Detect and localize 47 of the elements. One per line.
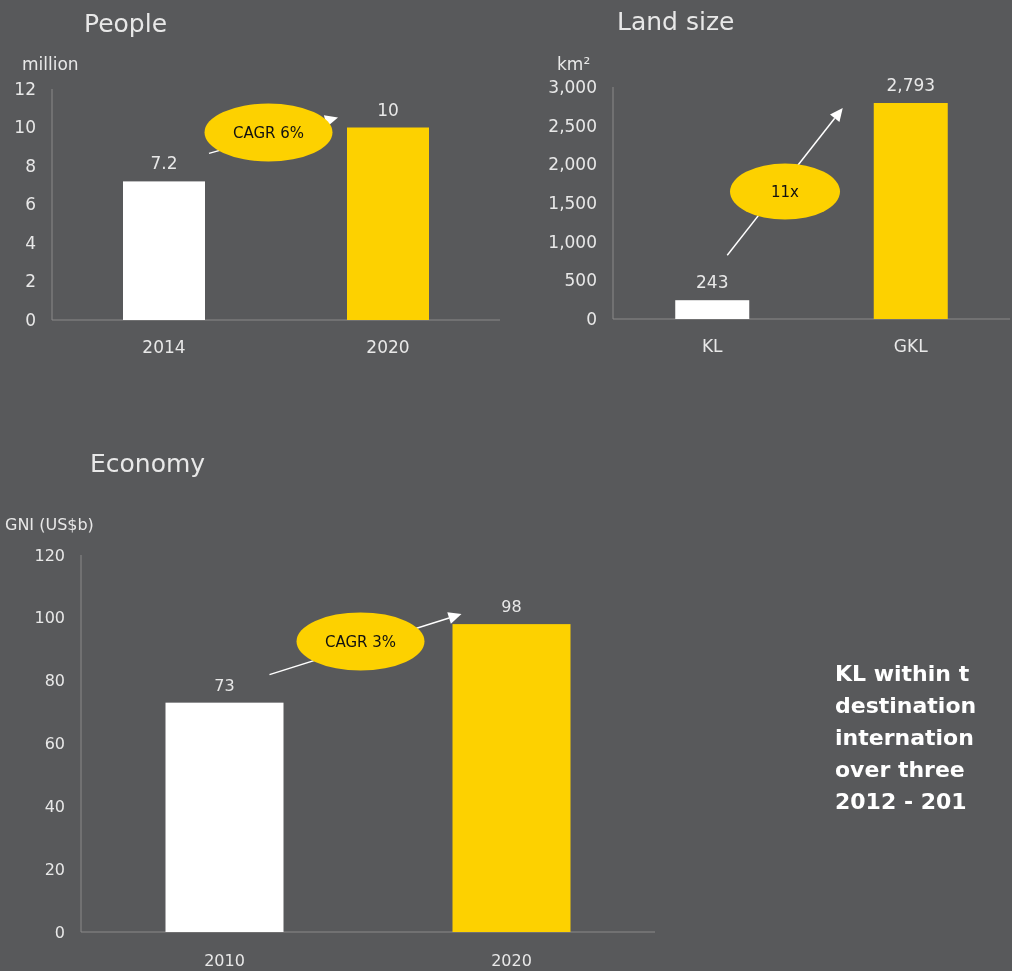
y-tick-label: 2 — [25, 271, 36, 292]
y-axis-title: million — [22, 54, 79, 74]
annotation: CAGR 3% — [324, 632, 397, 651]
text: over three — [835, 757, 965, 782]
y-tick-label: 500 — [564, 270, 597, 291]
x-tick-label: 2020 — [491, 951, 532, 970]
data-label: 73 — [214, 675, 235, 695]
chart-title: People — [84, 9, 168, 38]
data-label: 2,793 — [886, 75, 936, 96]
text: destination — [835, 693, 977, 718]
data-label: 243 — [696, 272, 729, 293]
y-tick-label: 4 — [25, 232, 36, 253]
text: 2012 - 201 — [835, 789, 967, 814]
x-tick-label: GKL — [893, 336, 929, 356]
y-axis-title: GNI (US$b) — [5, 515, 94, 534]
y-axis-title: km² — [557, 54, 591, 74]
y-tick-label: 8 — [25, 155, 36, 176]
y-tick-label: 10 — [14, 117, 36, 138]
y-tick-label: 0 — [586, 308, 597, 329]
x-tick-label: 2020 — [366, 337, 410, 357]
data-label: 98 — [501, 597, 522, 617]
x-tick-label: 2014 — [142, 337, 186, 357]
text: KL within t — [835, 661, 970, 686]
y-tick-label: 2,500 — [548, 115, 597, 136]
y-tick-label: 2,000 — [548, 154, 597, 175]
y-tick-label: 60 — [44, 734, 65, 754]
y-tick-label: 80 — [44, 671, 65, 691]
text: internation — [835, 725, 974, 750]
y-tick-label: 100 — [34, 608, 65, 628]
x-tick-label: 2010 — [204, 951, 245, 970]
chart-title: Economy — [90, 449, 206, 478]
chart-title: Land size — [617, 7, 735, 36]
y-tick-label: 3,000 — [548, 76, 597, 97]
y-tick-label: 20 — [44, 859, 65, 879]
y-tick-label: 1,000 — [548, 231, 597, 252]
y-tick-label: 6 — [25, 194, 36, 215]
y-tick-label: 0 — [54, 922, 65, 942]
data-label: 10 — [377, 99, 399, 120]
y-tick-label: 120 — [34, 545, 65, 565]
data-label: 7.2 — [150, 153, 178, 174]
y-tick-label: 40 — [44, 796, 65, 816]
y-tick-label: 1,500 — [548, 192, 597, 213]
y-tick-label: 12 — [14, 78, 36, 99]
y-tick-label: 0 — [25, 309, 36, 330]
x-tick-label: KL — [701, 336, 724, 356]
annotation: CAGR 6% — [232, 123, 305, 142]
annotation: 11x — [771, 182, 800, 201]
